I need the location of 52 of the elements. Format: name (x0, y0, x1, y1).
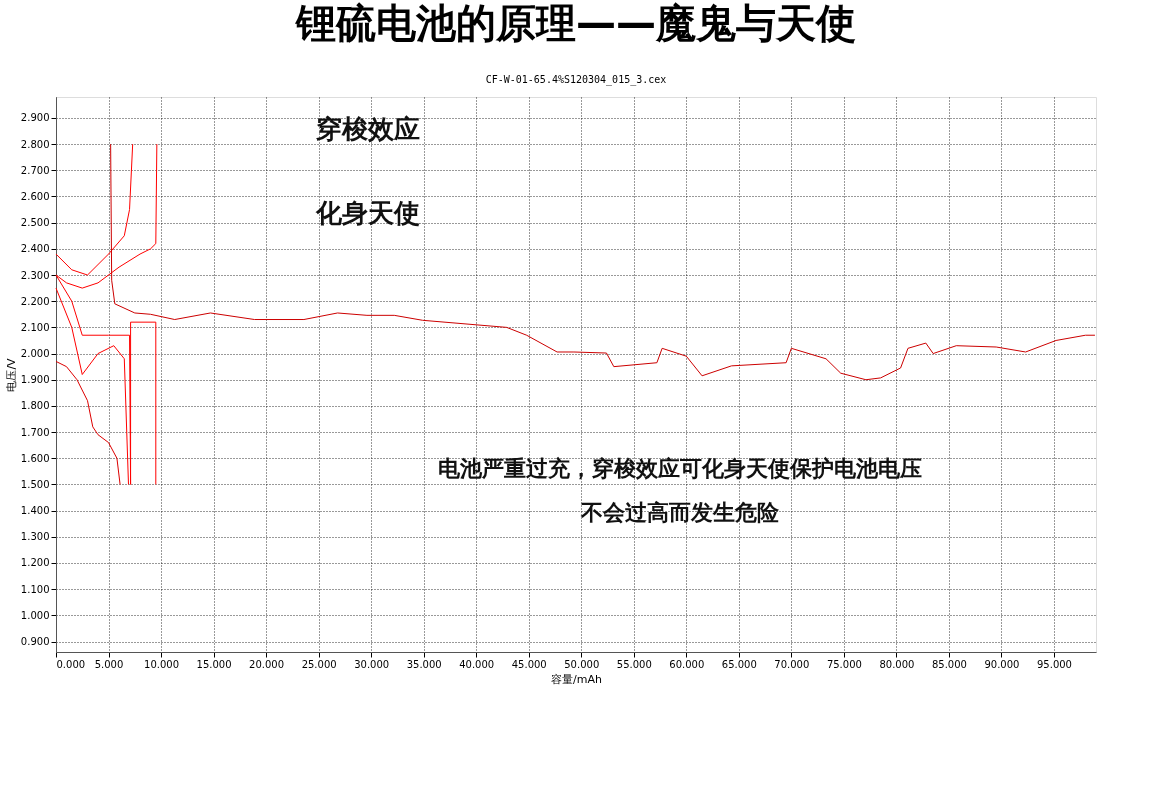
x-tick-label: 40.000 (459, 658, 495, 670)
y-tick-label: 2.200 (20, 295, 50, 307)
annotation: 不会过高而发生危险 (580, 500, 780, 526)
x-tick-label: 0.000 (56, 658, 86, 670)
line-series (110, 143, 1096, 381)
y-tick-label: 1.400 (20, 505, 50, 517)
x-tick-label: 35.000 (406, 658, 442, 670)
y-tick-label: 2.700 (20, 164, 50, 176)
x-tick-label: 65.000 (721, 658, 757, 670)
y-tick-label: 1.000 (20, 609, 50, 621)
x-tick-label: 70.000 (774, 658, 810, 670)
x-tick-label: 85.000 (931, 658, 967, 670)
x-tick-label: 60.000 (669, 658, 705, 670)
x-tick-label: 15.000 (196, 658, 232, 670)
line-series (55, 360, 121, 485)
x-tick-label: 45.000 (511, 658, 547, 670)
x-tick-label: 30.000 (354, 658, 390, 670)
x-tick-label: 95.000 (1036, 658, 1072, 670)
y-tick-label: 2.600 (20, 190, 50, 202)
y-tick-label: 2.100 (20, 321, 50, 333)
x-tick-label: 75.000 (826, 658, 862, 670)
chart-subtitle: CF-W-01-65.4%S120304_015_3.cex (485, 74, 667, 86)
y-tick-label: 1.100 (20, 583, 50, 595)
y-tick-label: 1.900 (20, 374, 50, 386)
x-tick-label: 50.000 (564, 658, 600, 670)
x-tick-label: 20.000 (249, 658, 285, 670)
y-tick-label: 2.800 (20, 138, 50, 150)
y-tick-label: 2.000 (20, 348, 50, 360)
y-tick-label: 1.500 (20, 478, 50, 490)
x-tick-label: 25.000 (301, 658, 337, 670)
annotation: 穿梭效应 (316, 114, 420, 145)
y-tick-label: 1.300 (20, 531, 50, 543)
x-tick-label: 10.000 (144, 658, 180, 670)
x-tick-label: 5.000 (94, 658, 124, 670)
x-axis-title: 容量/mAh (551, 672, 602, 686)
y-axis-title: 电压/V (4, 357, 18, 392)
y-tick-label: 2.500 (20, 217, 50, 229)
x-tick-label: 55.000 (616, 658, 652, 670)
y-tick-label: 2.400 (20, 243, 50, 255)
y-tick-label: 0.900 (20, 636, 50, 648)
y-tick-label: 1.800 (20, 400, 50, 412)
chart-title: 锂硫电池的原理——魔鬼与天使 (294, 0, 856, 46)
y-tick-label: 2.900 (20, 112, 50, 124)
y-tick-label: 1.200 (20, 557, 50, 569)
y-tick-label: 2.300 (20, 269, 50, 281)
y-tick-label: 1.600 (20, 452, 50, 464)
x-tick-label: 90.000 (984, 658, 1020, 670)
x-tick-label: 80.000 (879, 658, 915, 670)
y-tick-label: 1.700 (20, 426, 50, 438)
annotation: 化身天使 (315, 197, 420, 228)
line-series (55, 143, 134, 276)
annotation: 电池严重过充，穿梭效应可化身天使保护电池电压 (438, 455, 922, 481)
